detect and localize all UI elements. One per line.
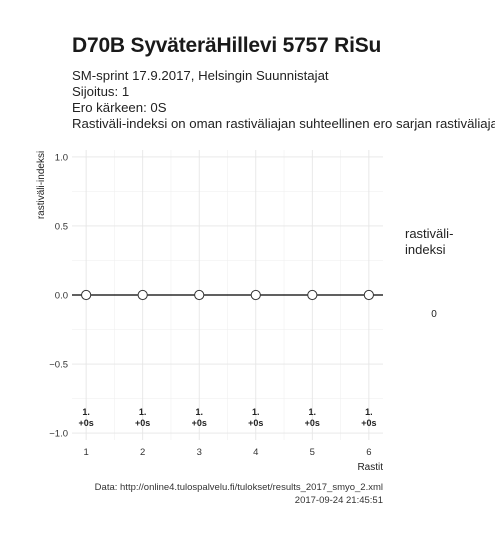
legend-title-line2: indeksi: [405, 242, 446, 257]
legend-value: 0: [431, 309, 437, 320]
subtitle-gap-to-leader: Ero kärkeen: 0S: [72, 100, 167, 115]
point-label-gap: +0s: [192, 418, 207, 428]
point-label-placement: 1.: [82, 407, 90, 417]
legend-title-line1: rastiväli-: [405, 226, 453, 241]
point-label-placement: 1.: [252, 407, 260, 417]
data-points: [81, 289, 374, 301]
point-label-placement: 1.: [195, 407, 203, 417]
data-point: [81, 289, 92, 301]
y-tick-label: −0.5: [49, 360, 68, 371]
data-point: [137, 289, 148, 301]
y-tick-label: 1.0: [55, 152, 68, 163]
point-label-placement: 1.: [139, 407, 147, 417]
point-label-placement: 1.: [365, 407, 373, 417]
y-tick-label: 0.5: [55, 221, 68, 232]
x-tick-label: 1: [83, 447, 88, 458]
subtitle-event: SM-sprint 17.9.2017, Helsingin Suunnista…: [72, 68, 329, 83]
x-tick-label: 3: [197, 447, 202, 458]
y-tick-label: −1.0: [49, 429, 68, 440]
point-label-gap: +0s: [78, 418, 93, 428]
chart-subtitle: SM-sprint 17.9.2017, Helsingin Suunnista…: [72, 68, 495, 132]
generated-timestamp: 2017-09-24 21:45:51: [294, 495, 383, 506]
chart-footer: Data: http://online4.tulospalvelu.fi/tul…: [95, 481, 383, 507]
x-axis-label: Rastit: [357, 462, 383, 473]
x-tick-label: 6: [366, 447, 371, 458]
chart-title: D70B SyväteräHillevi 5757 RiSu: [72, 34, 382, 57]
x-tick-label: 4: [253, 447, 258, 458]
data-point: [194, 289, 205, 301]
subtitle-index-description: Rastiväli-indeksi on oman rastiväliajan …: [72, 116, 495, 131]
y-axis-label: rastiväli-indeksi: [36, 151, 47, 219]
y-tick-labels: −1.0 −0.5 0.0 0.5 1.0: [49, 152, 68, 439]
point-label-gap: +0s: [248, 418, 263, 428]
data-point: [250, 289, 261, 301]
data-point: [307, 289, 318, 301]
legend: rastiväli- indeksi 0: [405, 226, 453, 320]
x-tick-labels: 1 2 3 4 5 6: [83, 447, 371, 458]
point-label-placement: 1.: [309, 407, 317, 417]
x-tick-label: 5: [310, 447, 315, 458]
subtitle-placement: Sijoitus: 1: [72, 84, 130, 99]
y-tick-label: 0.0: [55, 291, 68, 302]
point-labels: 1.+0s1.+0s1.+0s1.+0s1.+0s1.+0s: [78, 407, 376, 428]
point-label-gap: +0s: [135, 418, 150, 428]
point-label-gap: +0s: [361, 418, 376, 428]
data-point: [363, 289, 374, 301]
data-source: Data: http://online4.tulospalvelu.fi/tul…: [94, 482, 383, 493]
x-tick-label: 2: [140, 447, 145, 458]
point-label-gap: +0s: [305, 418, 320, 428]
